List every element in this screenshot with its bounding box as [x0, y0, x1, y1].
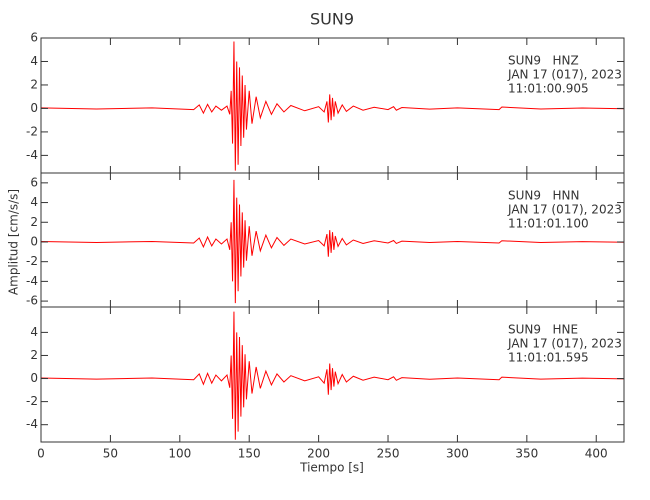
- y-tick-label: 0: [30, 371, 38, 385]
- annotation: 11:01:00.905: [508, 82, 589, 96]
- y-axis-label: Amplitud [cm/s/s]: [7, 189, 21, 295]
- annotation: JAN 17 (017), 2023: [507, 337, 622, 351]
- y-tick-label: 2: [30, 215, 38, 229]
- x-tick-label: 0: [37, 447, 45, 461]
- y-tick-label: 6: [30, 175, 38, 189]
- y-tick-label: 2: [30, 77, 38, 91]
- x-tick-label: 50: [103, 447, 118, 461]
- annotation: 11:01:01.595: [508, 351, 589, 365]
- x-tick-label: 250: [377, 447, 400, 461]
- chart-title: SUN9: [310, 10, 354, 29]
- y-tick-label: 0: [30, 101, 38, 115]
- y-tick-label: -4: [26, 274, 38, 288]
- y-tick-label: -2: [26, 394, 38, 408]
- panel-frame: [40, 306, 625, 443]
- y-tick-label: 6: [30, 31, 38, 45]
- x-axis-label: Tiempo [s]: [299, 461, 364, 475]
- annotation: SUN9 HNE: [508, 323, 578, 337]
- y-tick-label: -4: [26, 148, 38, 162]
- x-tick-label: 200: [307, 447, 330, 461]
- waveform: [40, 311, 625, 440]
- x-tick-label: 300: [446, 447, 469, 461]
- waveform: [40, 179, 625, 304]
- y-tick-label: 4: [30, 54, 38, 68]
- x-tick-label: 100: [168, 447, 191, 461]
- annotation: SUN9 HNN: [508, 189, 579, 203]
- waveform: [40, 41, 625, 171]
- annotation: SUN9 HNZ: [508, 54, 579, 68]
- y-tick-label: -4: [26, 417, 38, 431]
- y-tick-label: 4: [30, 195, 38, 209]
- y-tick-label: 2: [30, 348, 38, 362]
- y-tick-label: 4: [30, 325, 38, 339]
- y-tick-label: 0: [30, 234, 38, 248]
- y-tick-label: -6: [26, 294, 38, 308]
- annotation: JAN 17 (017), 2023: [507, 203, 622, 217]
- annotation: 11:01:01.100: [508, 217, 589, 231]
- x-tick-label: 150: [238, 447, 261, 461]
- x-tick-label: 350: [515, 447, 538, 461]
- annotation: JAN 17 (017), 2023: [507, 68, 622, 82]
- y-tick-label: -2: [26, 124, 38, 138]
- y-tick-label: -2: [26, 254, 38, 268]
- x-tick-label: 400: [585, 447, 608, 461]
